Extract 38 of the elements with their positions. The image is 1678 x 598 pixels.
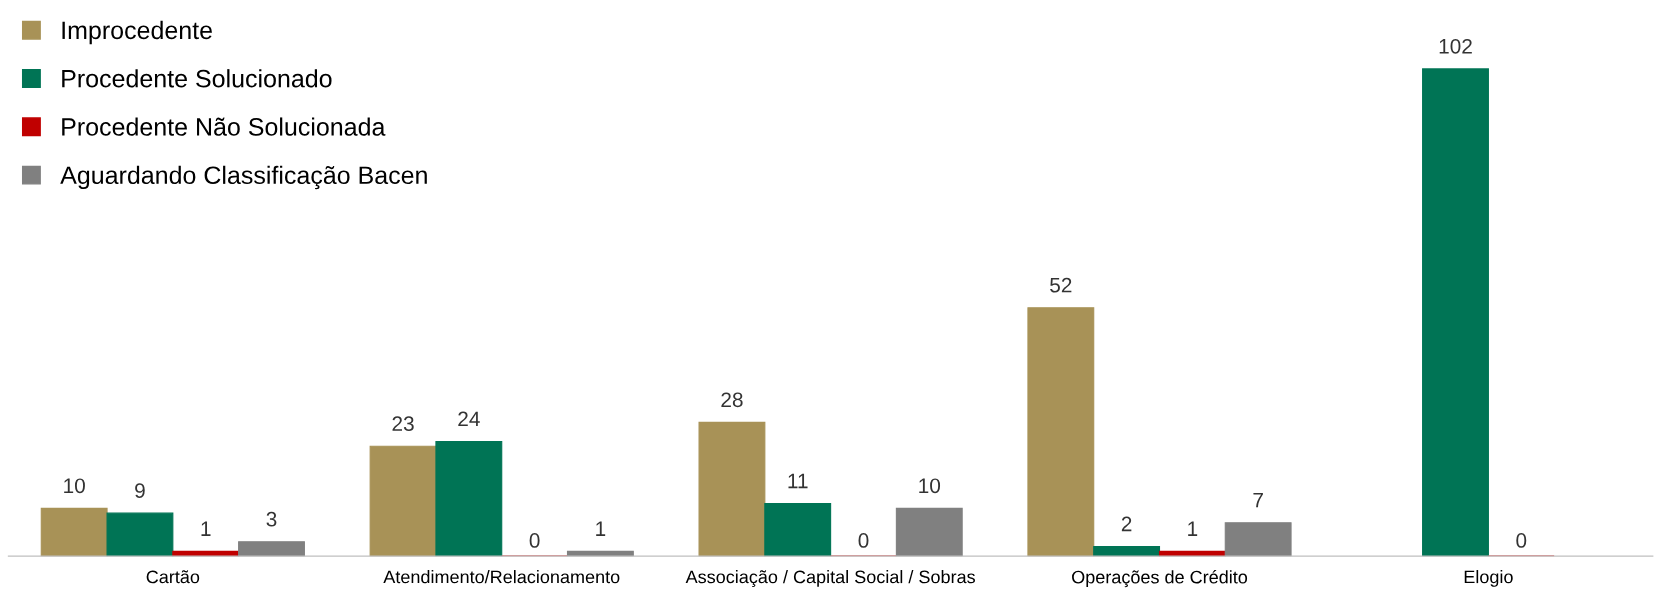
bar [369, 445, 437, 557]
bar [435, 440, 503, 557]
bar [238, 541, 305, 557]
data-label: 9 [135, 483, 145, 498]
bar [40, 507, 108, 557]
data-label: 2 [1121, 516, 1132, 532]
bar [698, 421, 766, 557]
data-label: 0 [858, 533, 869, 548]
data-label: 0 [1516, 533, 1527, 548]
legend-label: Improcedente [62, 20, 212, 45]
bar [1027, 307, 1095, 557]
data-label: 3 [266, 511, 277, 527]
legend-label: Aguardando Classificação Bacen [60, 165, 427, 190]
data-label: 102 [1439, 38, 1472, 54]
data-label: 52 [1050, 277, 1072, 293]
bar [764, 503, 832, 557]
data-label: 24 [458, 411, 480, 427]
data-label: 1 [1188, 521, 1198, 536]
x-tick-label: Associação / Capital Social / Sobras [685, 570, 975, 587]
data-label: 11 [788, 473, 808, 489]
x-tick-label: Elogio [1464, 570, 1513, 587]
data-label: 7 [1253, 492, 1263, 508]
data-label: 23 [392, 416, 414, 432]
bar [895, 507, 963, 557]
bar [1422, 68, 1489, 557]
x-tick-label: Atendimento/Relacionamento [383, 570, 620, 584]
x-tick-label: Cartão [146, 570, 200, 584]
data-label: 10 [919, 478, 941, 494]
bar [106, 512, 174, 557]
legend-label: Procedente Não Solucionada [62, 117, 386, 136]
data-label: 0 [529, 533, 540, 548]
legend-label: Procedente Solucionado [62, 69, 332, 88]
data-label: 1 [201, 521, 211, 536]
bar [1224, 522, 1292, 557]
data-label: 10 [64, 478, 85, 494]
data-label: 1 [596, 521, 606, 536]
data-label: 28 [721, 392, 743, 408]
x-tick-label: Operações de Crédito [1072, 570, 1248, 588]
